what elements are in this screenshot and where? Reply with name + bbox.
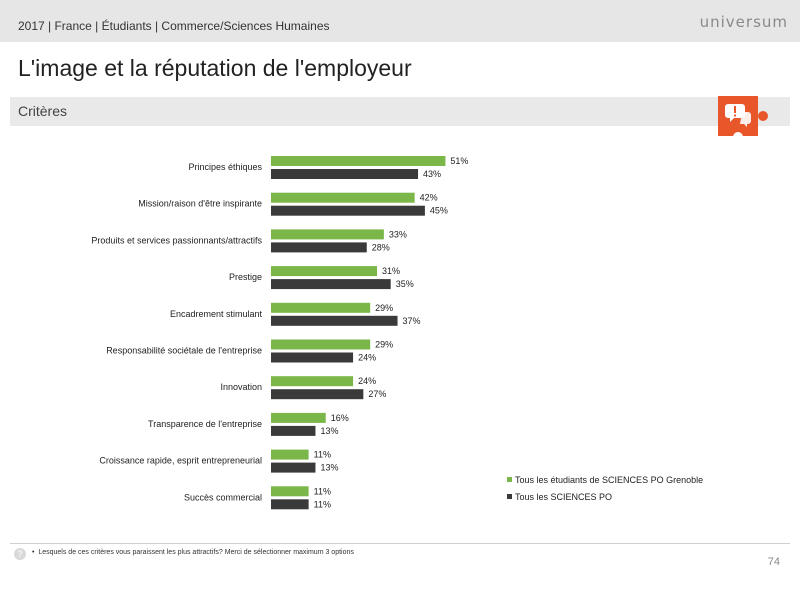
brand-logo: universum — [699, 13, 788, 31]
data-label: 35% — [396, 279, 414, 289]
section-header: Critères — [10, 97, 790, 126]
category-label: Succès commercial — [184, 492, 262, 502]
data-label: 42% — [420, 193, 438, 203]
bar-grenoble — [271, 192, 415, 203]
bar-sciences-po — [271, 425, 316, 436]
bar-grenoble — [271, 486, 309, 497]
section-label: Critères — [18, 103, 68, 119]
data-label: 45% — [430, 206, 448, 216]
data-label: 28% — [372, 242, 390, 252]
bar-grenoble — [271, 302, 371, 313]
bar-sciences-po — [271, 352, 354, 363]
bar-sciences-po — [271, 462, 316, 473]
data-label: 33% — [389, 229, 407, 239]
footnote-text: Lesquels de ces critères vous paraissent… — [38, 549, 354, 556]
bar-grenoble — [271, 449, 309, 460]
category-label: Mission/raison d'être inspirante — [138, 199, 262, 209]
bar-sciences-po — [271, 279, 391, 290]
legend-label: Tous les étudiants de SCIENCES PO Grenob… — [515, 475, 703, 485]
bar-grenoble — [271, 266, 378, 277]
page-title: L'image et la réputation de l'employeur — [18, 55, 412, 81]
bar-grenoble — [271, 339, 371, 350]
bar-chart: Principes éthiques 51% 43% Mission/raison d… — [91, 156, 703, 510]
data-label: 29% — [375, 340, 393, 350]
bar-sciences-po — [271, 315, 398, 326]
category-label: Innovation — [220, 382, 262, 392]
data-label: 13% — [320, 426, 338, 436]
legend-swatch — [507, 494, 512, 499]
legend-swatch — [507, 477, 512, 482]
data-label: 24% — [358, 353, 376, 363]
data-label: 24% — [358, 376, 376, 386]
bar-grenoble — [271, 412, 326, 423]
category-label: Produits et services passionnants/attrac… — [91, 235, 262, 245]
bar-sciences-po — [271, 499, 309, 510]
category-label: Prestige — [229, 272, 262, 282]
bar-sciences-po — [271, 205, 425, 216]
bar-sciences-po — [271, 389, 364, 400]
category-label: Croissance rapide, esprit entrepreneuria… — [99, 456, 262, 466]
bar-grenoble — [271, 156, 446, 166]
data-label: 16% — [331, 413, 349, 423]
data-label: 11% — [314, 499, 331, 509]
header-bar: 2017 | France | Étudiants | Commerce/Sci… — [0, 0, 800, 42]
footer-divider — [10, 543, 790, 544]
data-label: 13% — [320, 463, 338, 473]
legend-label: Tous les SCIENCES PO — [515, 492, 612, 502]
bar-grenoble — [271, 376, 354, 387]
category-label: Principes éthiques — [188, 162, 262, 172]
page-number: 74 — [767, 556, 780, 568]
data-label: 11% — [314, 450, 331, 460]
data-label: 37% — [403, 316, 421, 326]
bar-sciences-po — [271, 242, 367, 253]
data-label: 29% — [375, 303, 393, 313]
breadcrumb: 2017 | France | Étudiants | Commerce/Sci… — [18, 19, 330, 33]
data-label: 43% — [423, 169, 441, 179]
data-label: 51% — [450, 156, 468, 166]
bar-grenoble — [271, 229, 384, 240]
puzzle-chat-icon — [718, 96, 768, 142]
data-label: 11% — [314, 486, 331, 496]
data-label: 27% — [368, 389, 386, 399]
data-label: 31% — [382, 266, 400, 276]
footnote: • Lesquels de ces critères vous paraisse… — [32, 549, 354, 556]
category-label: Responsabilité sociétale de l'entreprise — [106, 346, 262, 356]
question-icon: ? — [14, 548, 26, 560]
category-label: Transparence de l'entreprise — [148, 419, 262, 429]
bar-sciences-po — [271, 169, 419, 179]
category-label: Encadrement stimulant — [170, 309, 263, 319]
